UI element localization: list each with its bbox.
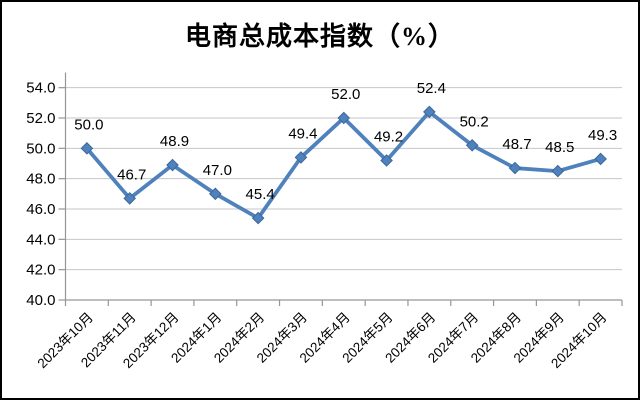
y-axis-tick-label: 44.0: [26, 231, 55, 248]
data-point-marker: [80, 142, 94, 155]
y-axis-tick-label: 42.0: [26, 262, 55, 279]
data-point-marker: [423, 105, 436, 119]
data-point-label: 46.7: [117, 166, 146, 183]
data-point-label: 49.4: [288, 125, 317, 142]
chart-title: 电商总成本指数（%）: [184, 22, 455, 51]
y-axis-tick-label: 52.0: [26, 110, 55, 127]
data-point-marker: [594, 152, 607, 166]
data-point-marker: [209, 187, 222, 201]
data-point-label: 48.7: [502, 136, 531, 153]
data-point-label: 49.3: [588, 127, 617, 144]
data-point-marker: [551, 164, 565, 178]
data-point-marker: [123, 192, 137, 205]
data-point-marker: [294, 151, 308, 164]
y-axis-tick-label: 40.0: [26, 292, 55, 309]
y-axis-tick-label: 46.0: [26, 201, 55, 218]
data-point-label: 50.2: [460, 113, 489, 130]
data-point-label: 50.0: [74, 116, 103, 133]
data-point-marker: [337, 111, 351, 125]
data-point-marker: [465, 138, 479, 152]
data-point-label: 48.5: [545, 139, 574, 156]
data-point-marker: [508, 161, 522, 175]
y-axis-tick-label: 50.0: [26, 140, 55, 157]
data-point-label: 49.2: [374, 128, 403, 145]
data-line: [85, 110, 603, 221]
data-point-label: 48.9: [160, 133, 189, 150]
data-point-label: 45.4: [246, 186, 275, 203]
data-point-label: 47.0: [203, 162, 232, 179]
y-axis-tick-label: 48.0: [26, 171, 55, 188]
data-point-marker: [380, 154, 393, 167]
data-point-marker: [251, 211, 265, 225]
data-point-label: 52.4: [417, 80, 446, 97]
data-point-marker: [166, 158, 179, 172]
data-point-label: 52.0: [331, 86, 360, 103]
y-axis-tick-label: 54.0: [26, 80, 55, 97]
